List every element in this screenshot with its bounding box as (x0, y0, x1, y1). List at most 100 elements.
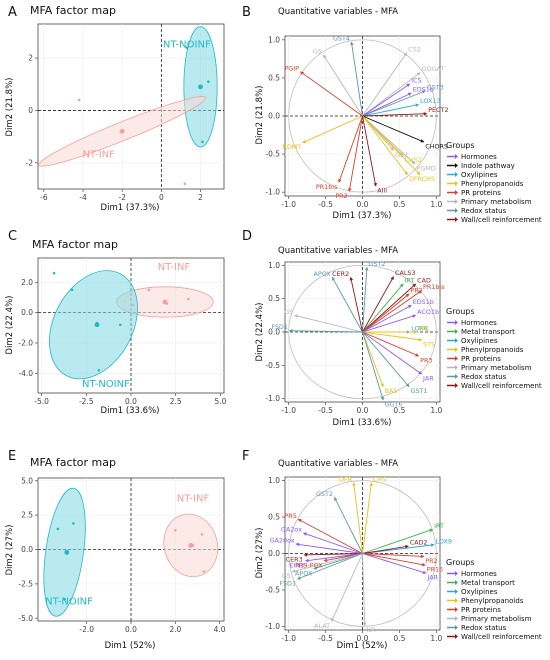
tick-label-y: -2.0 (18, 338, 33, 347)
variable-label: PGMD (416, 165, 435, 173)
tick-label-y: -2 (26, 158, 34, 167)
tick-label-y: -0.5 (265, 361, 280, 370)
variable-label: LOX13 (420, 97, 440, 105)
data-point (186, 297, 190, 301)
variable-label: ICS (411, 77, 421, 85)
data-point (70, 288, 74, 292)
variable-label: ACO1b (417, 308, 439, 316)
x-axis-label: Dim1 (37.3%) (333, 211, 392, 221)
tick-label-x: 2 (198, 193, 203, 202)
legend-item: Metal transport (461, 579, 515, 587)
legend-item: PR proteins (461, 355, 501, 363)
panel-letter: C (8, 229, 17, 244)
y-axis-label: Dim2 (21.8%) (5, 78, 15, 137)
panel-letter: E (8, 449, 16, 464)
x-axis-label: Dim1 (33.6%) (101, 406, 160, 416)
panel-letter: F (242, 449, 249, 464)
variable-arrow (362, 115, 416, 165)
variable-arrow (362, 115, 408, 176)
variable-label: IRT (434, 522, 444, 530)
y-axis-label: Dim2 (22.4%) (5, 296, 15, 355)
tick-label-x: 0 (159, 193, 164, 202)
variable-label: PR1bis (423, 283, 445, 291)
variable-arrow (305, 553, 363, 563)
tick-label-x: -2 (118, 193, 126, 202)
variable-arrow (362, 283, 417, 333)
variable-arrow (362, 112, 428, 117)
tick-label-x: 1.0 (430, 200, 442, 209)
legend-item: Wall/cell reinforcement (461, 633, 542, 641)
legend-swatch-head (455, 217, 458, 222)
tick-label-x: 0.0 (125, 625, 137, 634)
tick-label-x: 0.5 (393, 634, 405, 643)
group-label: NT-INF (82, 150, 115, 161)
legend-item: Phenylpropanoids (461, 346, 524, 354)
tick-label-y: 0.0 (268, 112, 280, 121)
variable-label: GST2 (368, 260, 385, 268)
variable-label: CER3 (286, 555, 303, 563)
variable-label: PR15 (427, 566, 443, 574)
legend-swatch-head (455, 329, 458, 334)
data-point (183, 182, 187, 186)
unit-circle (288, 39, 437, 193)
legend-swatch-head (455, 616, 458, 621)
variable-label: PECT2 (428, 106, 448, 114)
tick-label-y: -4.0 (18, 369, 33, 378)
variable-label: NR (366, 626, 376, 634)
variable-label: DFR (339, 475, 353, 483)
variable-arrow (362, 115, 377, 187)
tick-label-y: -2.5 (18, 579, 33, 588)
panel-title: Quantitative variables - MFA (278, 246, 398, 256)
legend-title: Groups (446, 558, 475, 567)
tick-label-y: -0.5 (265, 585, 280, 594)
variable-label: ALAT (314, 622, 330, 630)
variable-arrow (302, 115, 363, 144)
variable-label: GS (282, 572, 291, 580)
panel-c: C MFA factor map -5.0 -2.5 0.0 2.5 5.0 -4.0 -2.0… (5, 229, 227, 416)
variable-arrow (362, 482, 373, 554)
data-point (147, 288, 151, 292)
legend-swatch-head (455, 356, 458, 361)
variable-label: PGIP (284, 64, 299, 72)
variable-arrow (303, 553, 363, 557)
legend-item: Phenylpropanoids (461, 597, 524, 605)
data-point (63, 597, 66, 601)
legend-item: Oxylipines (461, 588, 498, 596)
group-label: NT-INF (158, 262, 191, 273)
group-label: NT-NOINF (45, 597, 93, 608)
variable-arrow (362, 331, 423, 342)
tick-label-x: 0.5 (393, 406, 405, 415)
variable-arrow (294, 314, 363, 333)
group-centroid (119, 128, 125, 134)
tick-label-y: 0.5 (268, 513, 280, 522)
legend-item: PR proteins (461, 606, 501, 614)
legend-swatch-head (455, 589, 458, 594)
legend-item: Metal transport (461, 328, 515, 336)
legend-item: Primary metabolism (461, 364, 532, 372)
panel-letter: B (242, 5, 251, 20)
tick-label-y: -1.0 (265, 622, 280, 631)
plot-area (38, 26, 218, 186)
legend-item: Redox status (461, 373, 507, 381)
variable-arrow (362, 331, 420, 357)
variable-label: GA2ox (281, 526, 302, 534)
variable-label: CALS3 (395, 269, 416, 277)
variable-arrow (362, 115, 425, 143)
y-axis-label: Dim2 (27%) (255, 528, 265, 579)
group-centroid (198, 84, 203, 90)
tick-label-x: -6 (40, 193, 48, 202)
data-point (72, 522, 75, 525)
group-label: NT-NOINF (82, 379, 130, 390)
panel-letter: D (242, 229, 252, 244)
tick-label-x: -0.5 (318, 200, 333, 209)
variable-label: PAL (419, 325, 431, 333)
tick-label-y: -1.0 (265, 188, 280, 197)
legend-item: PR proteins (461, 189, 501, 197)
variable-label: CHS (373, 475, 386, 483)
legend-swatch-head (455, 172, 458, 177)
data-point (200, 533, 204, 536)
y-axis-label: Dim2 (22.4%) (255, 303, 265, 362)
tick-label-x: 0.0 (357, 634, 369, 643)
tick-label-x: 0.0 (357, 406, 369, 415)
tick-label-x: -2.0 (79, 625, 94, 634)
